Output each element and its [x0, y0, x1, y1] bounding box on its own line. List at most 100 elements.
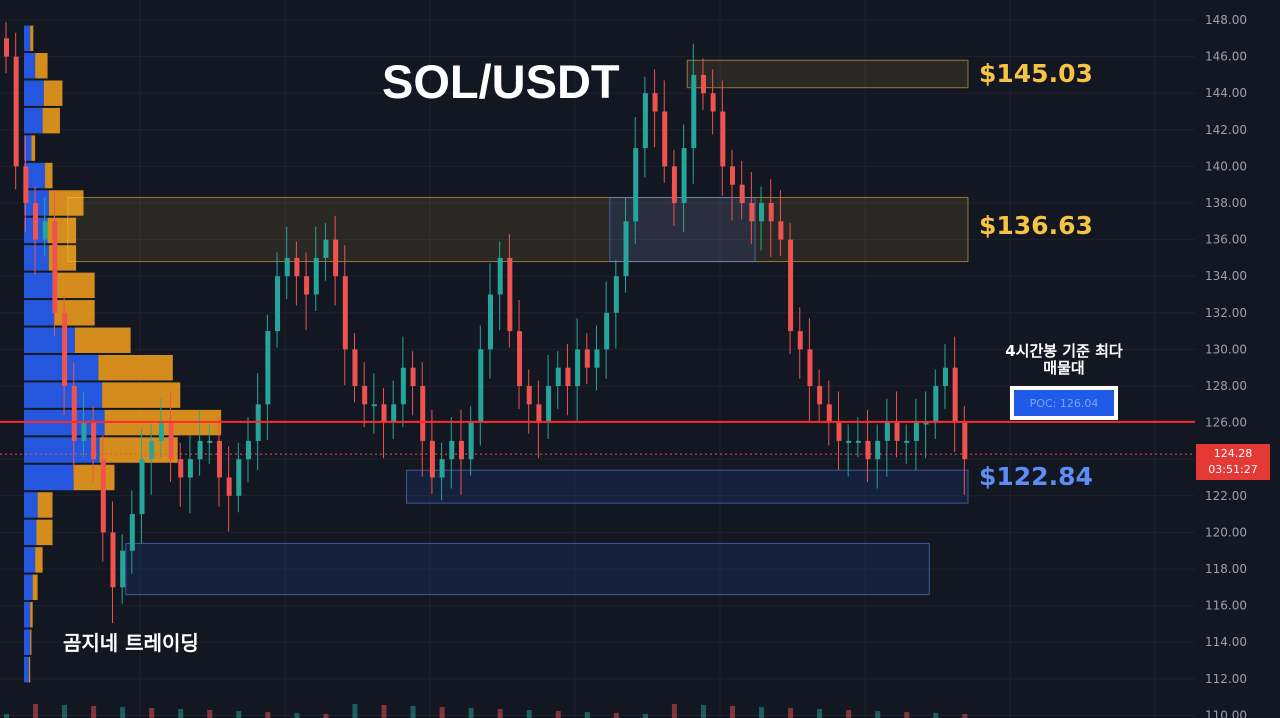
candle-body	[110, 532, 116, 588]
vp-buy-bar	[24, 25, 31, 52]
volume-bar	[33, 704, 39, 718]
vp-sell-bar	[47, 217, 77, 244]
candle-body	[749, 203, 755, 222]
y-tick-label: 110.00	[1205, 708, 1247, 718]
reference-lines	[0, 420, 1195, 455]
candle-body	[313, 257, 319, 295]
candle-body	[62, 312, 68, 386]
vp-sell-bar	[31, 135, 36, 161]
candle-body	[884, 422, 890, 441]
candle-body	[613, 276, 619, 313]
vp-sell-bar	[32, 574, 38, 601]
chart-title: SOL/USDT	[382, 55, 620, 108]
candle-body	[768, 203, 774, 222]
candle-body	[913, 422, 919, 441]
volume-bar	[91, 706, 97, 718]
y-tick-label: 128.00	[1205, 379, 1247, 393]
zone-box	[686, 59, 969, 89]
candle-body	[33, 203, 39, 240]
zone-box	[67, 197, 969, 263]
volume-bar	[700, 705, 706, 718]
candle-body	[691, 74, 697, 149]
volume-bar	[875, 711, 881, 718]
volume-bar	[323, 714, 329, 718]
volume-bar	[149, 708, 155, 718]
candle-body	[933, 386, 939, 423]
candle-body	[894, 422, 900, 441]
candle-body	[565, 367, 571, 386]
candle-body	[275, 276, 281, 332]
candle-body	[817, 386, 823, 405]
candle-body	[226, 477, 232, 496]
candle-body	[875, 440, 881, 460]
price-axis: 148.00 146.00 144.00 142.00 140.00 138.00 136.…	[1205, 13, 1247, 718]
candle-body	[100, 459, 106, 533]
vp-buy-bar	[24, 327, 75, 353]
volume-bar	[207, 710, 213, 718]
vp-sell-bar	[42, 107, 60, 134]
vp-sell-bar	[55, 272, 95, 299]
y-tick-label: 120.00	[1205, 525, 1247, 539]
candle-body	[710, 93, 716, 112]
y-tick-label: 134.00	[1205, 269, 1247, 283]
candle-body	[846, 440, 852, 443]
level-label-136: $136.63	[979, 211, 1093, 240]
candle-body	[662, 111, 668, 167]
level-label-122: $122.84	[979, 462, 1093, 491]
candle-body	[13, 56, 19, 167]
candle-body	[439, 459, 445, 478]
y-tick-label: 130.00	[1205, 342, 1247, 356]
vp-buy-bar	[24, 602, 31, 628]
vp-sell-bar	[28, 656, 31, 683]
vp-sell-bar	[30, 602, 33, 628]
candle-body	[517, 331, 523, 386]
candle-body	[623, 221, 629, 277]
candle-body	[904, 440, 910, 443]
y-tick-label: 144.00	[1205, 86, 1247, 100]
y-tick-label: 136.00	[1205, 233, 1247, 247]
vp-buy-bar	[24, 53, 36, 79]
candle-body	[197, 440, 203, 460]
current-price: 124.28	[1213, 447, 1253, 461]
level-label-145: $145.03	[979, 59, 1093, 88]
volume-bar	[352, 704, 358, 718]
candle-body	[265, 331, 271, 405]
volume-bar	[788, 708, 794, 718]
candle-body	[158, 422, 164, 441]
vp-buy-bar	[24, 437, 100, 463]
candle-body	[342, 276, 348, 350]
candle-body	[497, 257, 503, 295]
volume-bars	[4, 704, 968, 718]
candle-body	[478, 349, 484, 423]
candle-body	[284, 257, 290, 277]
candle-body	[594, 349, 600, 368]
vp-buy-bar	[24, 574, 33, 601]
volume-bar	[120, 707, 126, 718]
vp-buy-bar	[24, 80, 44, 106]
vp-buy-bar	[24, 107, 43, 134]
candle-body	[807, 349, 813, 386]
candle-body	[323, 239, 329, 258]
current-price-tag: 124.28 03:51:27	[1196, 444, 1270, 481]
y-tick-label: 146.00	[1205, 50, 1247, 64]
volume-bar	[584, 712, 590, 718]
candle-countdown: 03:51:27	[1208, 463, 1258, 477]
candle-body	[952, 367, 958, 423]
vp-buy-bar	[24, 464, 74, 491]
vp-sell-bar	[99, 437, 178, 463]
candle-body	[759, 203, 765, 222]
candle-body	[23, 166, 29, 203]
candle-body	[333, 239, 339, 277]
candle-body	[120, 550, 126, 588]
candle-body	[458, 440, 464, 460]
volume-bar	[178, 709, 184, 718]
candle-body	[371, 404, 377, 407]
volume-bar	[759, 707, 765, 718]
zone-box	[609, 197, 756, 263]
candle-body	[246, 440, 251, 460]
candle-body	[42, 221, 48, 240]
candle-body	[236, 459, 242, 496]
candle-body	[633, 148, 639, 222]
vp-sell-bar	[30, 629, 32, 655]
candle-body	[575, 349, 581, 386]
